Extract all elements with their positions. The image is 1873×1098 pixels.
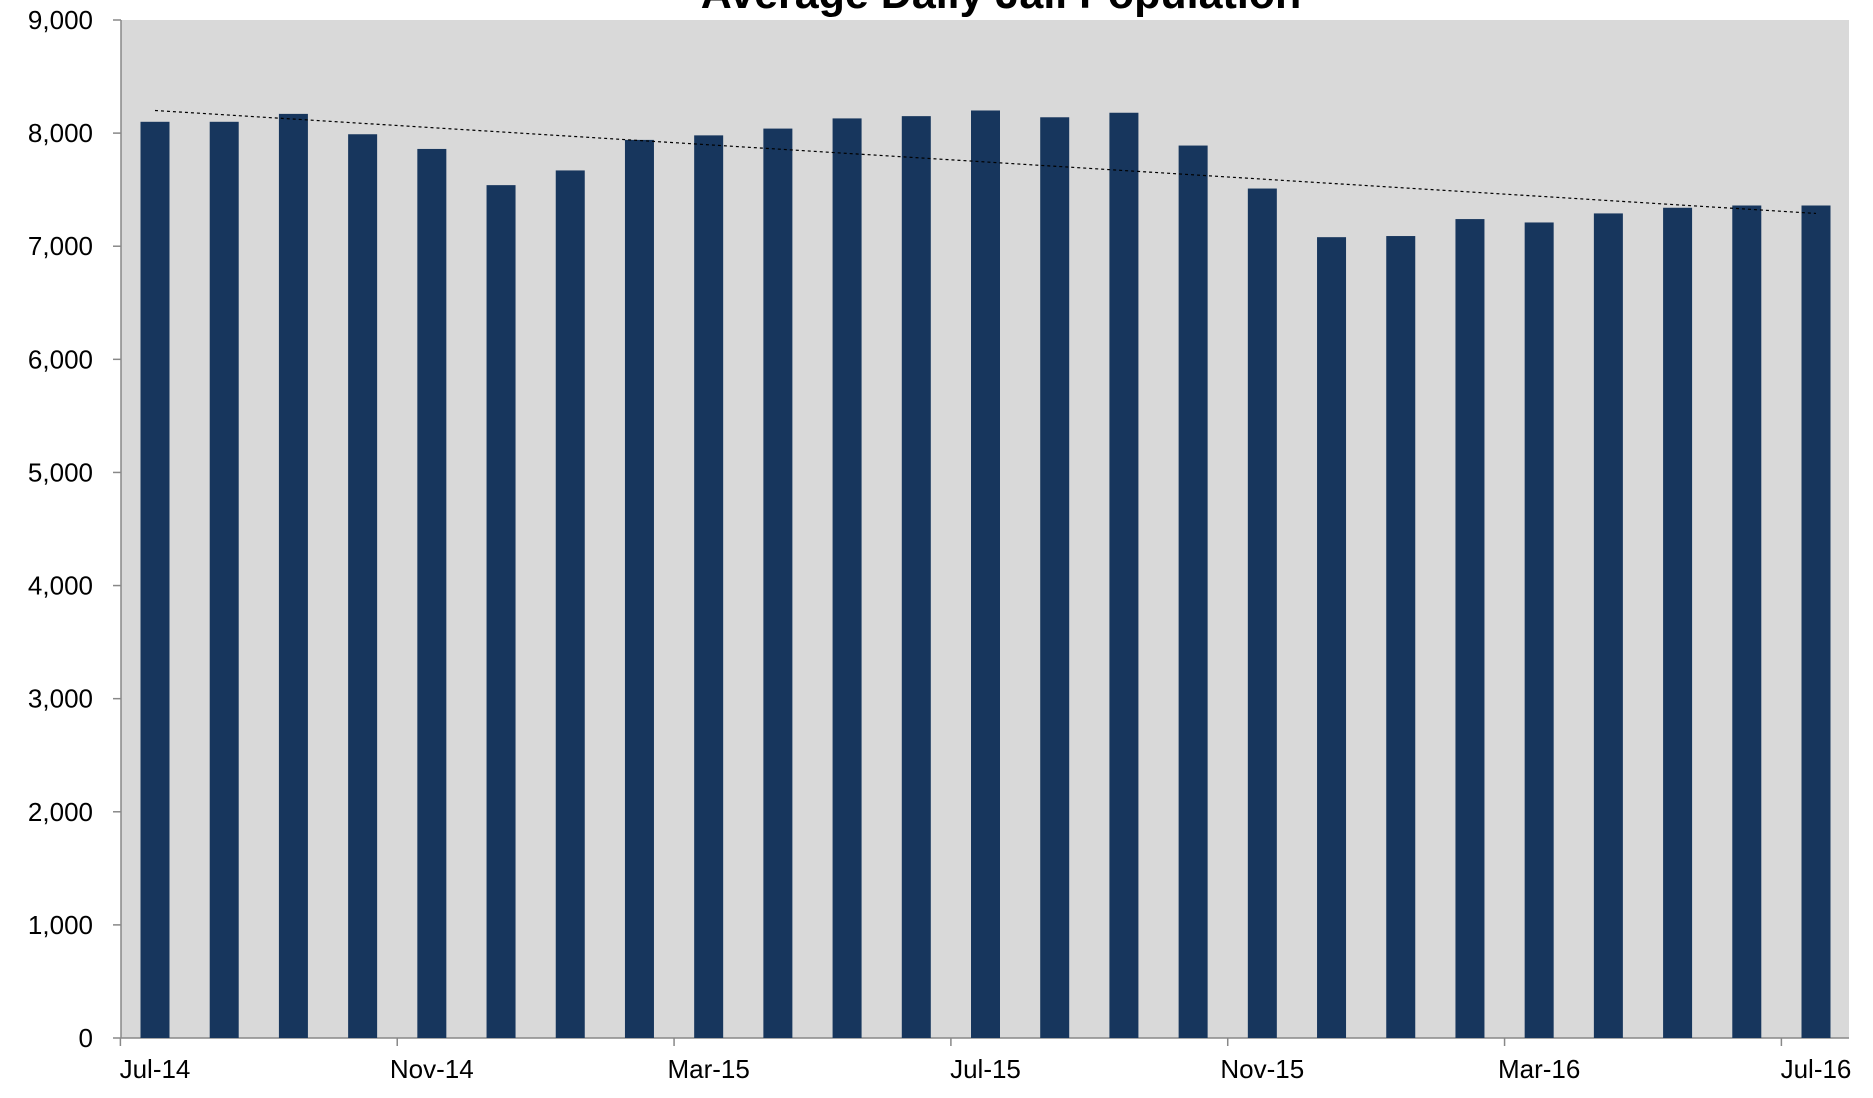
bar	[140, 121, 170, 1039]
bar	[1801, 205, 1831, 1039]
x-tick-label: Nov-15	[1220, 1054, 1304, 1084]
chart-title: Average Daily Jail Population	[701, 0, 1302, 18]
bar	[1386, 236, 1416, 1038]
y-tick-label: 8,000	[28, 118, 93, 148]
bar	[1040, 117, 1070, 1038]
y-tick-label: 3,000	[28, 684, 93, 714]
trendline	[154, 109, 1817, 215]
y-tick-label: 1,000	[28, 910, 93, 940]
y-tick-label: 5,000	[28, 457, 93, 487]
bar	[486, 185, 516, 1039]
y-tick-label: 7,000	[28, 231, 93, 261]
bar	[1109, 112, 1139, 1039]
y-tick-label: 0	[79, 1023, 93, 1053]
bar	[901, 116, 931, 1038]
bar	[278, 113, 308, 1039]
x-tick-label: Nov-14	[390, 1054, 474, 1084]
bar	[209, 121, 239, 1039]
bar	[624, 139, 654, 1039]
x-tick-label: Jul-14	[120, 1054, 191, 1084]
bar	[832, 118, 862, 1038]
x-tick-label: Jul-15	[950, 1054, 1021, 1084]
y-tick-label: 9,000	[28, 5, 93, 35]
bar	[1732, 205, 1762, 1039]
y-tick-label: 6,000	[28, 344, 93, 374]
bar	[555, 170, 585, 1039]
bar	[417, 148, 447, 1039]
x-tick-label: Mar-16	[1498, 1054, 1580, 1084]
bar	[694, 135, 724, 1038]
bar	[1317, 237, 1347, 1038]
bar	[348, 134, 378, 1039]
bar	[763, 128, 793, 1038]
bar	[1455, 219, 1485, 1038]
bar	[1524, 222, 1554, 1039]
x-tick-label: Mar-15	[667, 1054, 749, 1084]
y-tick-label: 2,000	[28, 797, 93, 827]
bar	[971, 110, 1000, 1038]
bar	[1178, 145, 1208, 1038]
y-tick-label: 4,000	[28, 571, 93, 601]
bar	[1247, 188, 1277, 1039]
bar	[1663, 207, 1693, 1038]
x-tick-label: Jul-16	[1781, 1054, 1852, 1084]
bar	[1593, 213, 1623, 1039]
